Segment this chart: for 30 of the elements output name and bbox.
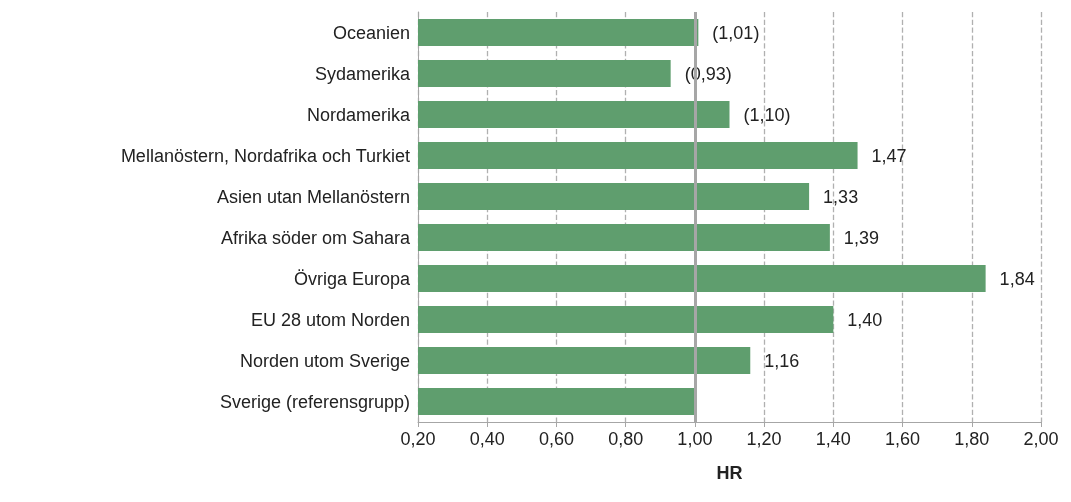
y-tick-label: Mellanöstern, Nordafrika och Turkiet bbox=[120, 145, 410, 166]
data-label: (1,01) bbox=[712, 22, 760, 43]
data-label: 1,47 bbox=[871, 145, 907, 166]
x-tick-label: 0,40 bbox=[469, 429, 505, 449]
x-tick-label: 1,00 bbox=[677, 429, 713, 449]
data-label: 1,39 bbox=[843, 227, 879, 248]
y-tick-label: Nordamerika bbox=[306, 104, 411, 125]
y-tick-label: Norden utom Sverige bbox=[239, 350, 410, 371]
data-label: 1,40 bbox=[847, 309, 883, 330]
y-tick-label: Oceanien bbox=[332, 22, 410, 43]
x-tick-label: 1,60 bbox=[885, 429, 921, 449]
x-tick-label: 2,00 bbox=[1023, 429, 1059, 449]
y-tick-label: Sverige (referensgrupp) bbox=[219, 391, 410, 412]
x-tick-label: 1,40 bbox=[815, 429, 851, 449]
y-tick-label: EU 28 utom Norden bbox=[250, 309, 410, 330]
data-label: (1,10) bbox=[743, 104, 791, 125]
y-tick-label: Sydamerika bbox=[314, 63, 411, 84]
data-label: 1,84 bbox=[999, 268, 1035, 289]
data-label: 1,16 bbox=[764, 350, 800, 371]
y-tick-label: Asien utan Mellanöstern bbox=[216, 186, 410, 207]
x-tick-label: 1,20 bbox=[746, 429, 782, 449]
data-label: 1,33 bbox=[823, 186, 859, 207]
x-axis-title: HR bbox=[716, 463, 743, 483]
y-tick-label: Afrika söder om Sahara bbox=[220, 227, 411, 248]
data-label: (0,93) bbox=[684, 63, 732, 84]
y-tick-label: Övriga Europa bbox=[293, 268, 411, 289]
x-tick-label: 0,80 bbox=[608, 429, 644, 449]
x-tick-label: 1,80 bbox=[954, 429, 990, 449]
x-tick-label: 0,20 bbox=[400, 429, 436, 449]
x-tick-label: 0,60 bbox=[538, 429, 574, 449]
